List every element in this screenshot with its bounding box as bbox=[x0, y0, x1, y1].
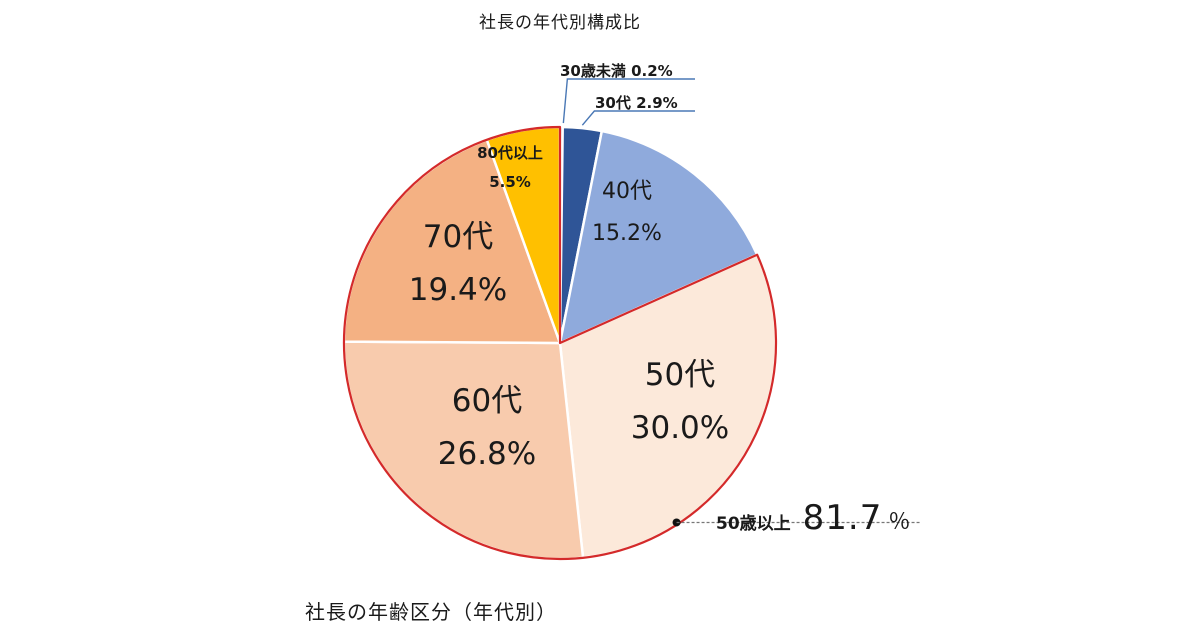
slice-name-70s: 70代 bbox=[422, 219, 494, 255]
callout-30s: 30代 2.9% bbox=[595, 94, 678, 112]
summary-unit: ％ bbox=[888, 510, 911, 535]
slice-name-80plus: 80代以上 bbox=[477, 144, 543, 162]
slice-value-50s: 30.0% bbox=[630, 410, 730, 446]
leader-line-30s bbox=[581, 110, 695, 126]
slice-value-70s: 19.4% bbox=[408, 272, 508, 308]
pie-slice-2 bbox=[558, 129, 759, 346]
summary-value: 81.7 bbox=[802, 498, 883, 538]
leader-line-under30 bbox=[562, 78, 695, 124]
highlight-outline-50-plus bbox=[342, 125, 778, 561]
slice-label-80plus: 80代以上 5.5% bbox=[477, 146, 543, 190]
chart-caption: 社長の年齢区分（年代別） bbox=[305, 600, 557, 624]
slice-value-60s: 26.8% bbox=[437, 436, 537, 472]
slice-name-40s: 40代 bbox=[601, 179, 652, 204]
slice-name-50s: 50代 bbox=[644, 357, 716, 393]
summary-label: 50歳以上 bbox=[716, 514, 791, 534]
slice-value-40s: 15.2% bbox=[592, 221, 662, 246]
slice-label-40s: 40代 15.2% bbox=[592, 181, 662, 245]
callout-under30: 30歳未満 0.2% bbox=[560, 62, 673, 80]
slice-name-60s: 60代 bbox=[451, 383, 523, 419]
summary-50-plus: 50歳以上 81.7 ％ bbox=[716, 498, 910, 538]
chart-title: 社長の年代別構成比 bbox=[479, 13, 641, 33]
slice-label-50s: 50代 30.0% bbox=[631, 360, 729, 444]
slice-label-60s: 60代 26.8% bbox=[438, 386, 536, 470]
slice-value-80plus: 5.5% bbox=[489, 173, 531, 191]
slice-label-70s: 70代 19.4% bbox=[409, 222, 507, 306]
